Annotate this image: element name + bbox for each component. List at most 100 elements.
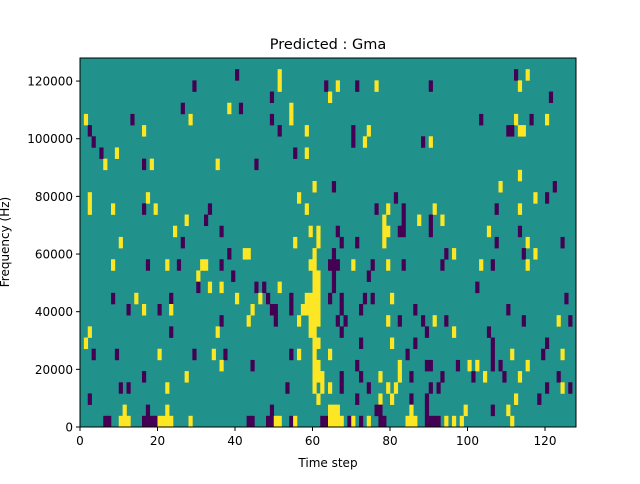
heatmap-cell-high <box>83 113 89 126</box>
heatmap-cell-high <box>219 359 224 372</box>
heatmap-cell-high <box>339 415 344 428</box>
heatmap-cell-low <box>235 69 240 81</box>
heatmap-cell-low <box>401 203 406 215</box>
heatmap-cell-high <box>126 415 131 428</box>
heatmap-cell-low <box>339 292 344 305</box>
heatmap-cell-high <box>366 415 371 428</box>
y-tick-label: 60000 <box>35 248 73 262</box>
heatmap-cell-high <box>328 348 333 361</box>
heatmap-cell-high <box>145 192 151 204</box>
heatmap-cell-low <box>362 292 368 305</box>
heatmap-cell-high <box>277 415 282 428</box>
heatmap-cell-high <box>452 415 457 428</box>
heatmap-cell-high <box>417 214 422 227</box>
x-axis: 0 20 40 60 80 100 120 <box>76 427 556 448</box>
heatmap-cell-low <box>238 102 244 115</box>
heatmap-cell-low <box>490 348 495 361</box>
heatmap-cell-high <box>312 292 317 305</box>
heatmap-cell-high <box>111 203 116 215</box>
heatmap-cell-high <box>153 203 158 215</box>
heatmap-cell-high <box>122 404 127 417</box>
heatmap-cell-low <box>541 348 546 361</box>
heatmap-cell-high <box>312 181 317 193</box>
heatmap-cell-low <box>428 415 433 428</box>
heatmap-cell-high <box>165 404 170 417</box>
heatmap-cell-low <box>293 147 298 159</box>
y-tick-label: 100000 <box>27 132 73 146</box>
heatmap-cell-high <box>393 382 399 394</box>
heatmap-cell-high <box>277 69 282 81</box>
heatmap-cell-high <box>517 80 523 92</box>
heatmap-cell-low <box>180 236 185 249</box>
heatmap-cells <box>83 69 573 428</box>
heatmap-cell-high <box>215 158 220 171</box>
heatmap-cell-low <box>529 113 534 126</box>
heatmap-cell-high <box>293 415 298 428</box>
heatmap-cell-high <box>514 393 519 405</box>
heatmap-cell-low <box>564 292 569 305</box>
heatmap-cell-low <box>440 259 445 271</box>
heatmap-cell-low <box>142 203 147 215</box>
heatmap-cell-high <box>390 393 395 405</box>
heatmap-cell-low <box>142 415 147 428</box>
heatmap-cell-high <box>215 326 220 338</box>
heatmap-cell-high <box>335 415 340 428</box>
heatmap-cell-high <box>432 315 437 327</box>
heatmap-cell-low <box>409 393 414 405</box>
heatmap-cell-low <box>355 393 360 405</box>
heatmap-cell-high <box>463 404 468 417</box>
heatmap-cell-high <box>452 326 457 338</box>
heatmap-cell-high <box>331 404 337 417</box>
heatmap-cell-high <box>277 281 282 294</box>
heatmap-cell-low <box>471 371 476 383</box>
heatmap-cell-high <box>227 102 232 115</box>
x-tick-label: 20 <box>150 434 165 448</box>
y-tick-label: 80000 <box>35 190 73 204</box>
heatmap-cell-low <box>424 404 430 417</box>
heatmap-cell-high <box>467 359 472 372</box>
heatmap-cell-high <box>316 304 321 316</box>
heatmap-cell-low <box>374 404 379 417</box>
heatmap-cell-low <box>436 382 441 394</box>
heatmap-cell-low <box>359 415 364 428</box>
heatmap-cell-high <box>525 69 530 81</box>
heatmap-cell-low <box>366 270 371 282</box>
heatmap-cell-low <box>114 348 120 361</box>
heatmap-cell-high <box>304 147 309 159</box>
heatmap-cell-high <box>316 359 321 372</box>
heatmap-cell-low <box>401 214 406 227</box>
heatmap-cell-low <box>552 181 557 193</box>
heatmap-cell-high <box>335 80 340 92</box>
heatmap-cell-high <box>378 393 383 405</box>
heatmap-cell-low <box>502 371 507 383</box>
heatmap-cell-high <box>312 359 317 372</box>
heatmap-cell-high <box>316 270 321 282</box>
heatmap-cell-high <box>149 158 154 171</box>
heatmap-cell-low <box>359 304 364 316</box>
heatmap-cell-low <box>432 415 437 428</box>
heatmap-cell-high <box>316 315 321 327</box>
heatmap-cell-low <box>87 125 92 137</box>
heatmap-cell-high <box>366 125 371 137</box>
heatmap-cell-high <box>316 292 321 305</box>
heatmap-cell-low <box>494 203 499 215</box>
heatmap-cell-high <box>258 292 263 305</box>
x-tick-label: 120 <box>534 434 557 448</box>
heatmap-cell-high <box>219 281 224 294</box>
heatmap-cell-low <box>130 113 135 126</box>
x-tick-label: 100 <box>456 434 479 448</box>
heatmap-cell-low <box>103 415 108 428</box>
heatmap-cell-high <box>289 102 294 115</box>
heatmap-cell-low <box>269 91 275 104</box>
heatmap-cell-low <box>378 415 383 428</box>
heatmap-cell-low <box>196 281 201 294</box>
heatmap-cell-high <box>382 214 387 227</box>
heatmap-cell-high <box>382 236 387 249</box>
heatmap-cell-low <box>262 281 267 294</box>
heatmap-cell-high <box>328 404 333 417</box>
heatmap-cell-high <box>277 80 282 92</box>
heatmap-cell-high <box>157 348 162 361</box>
heatmap-cell-low <box>250 359 255 372</box>
heatmap-cell-high <box>273 415 278 428</box>
heatmap-cell-low <box>335 225 340 238</box>
